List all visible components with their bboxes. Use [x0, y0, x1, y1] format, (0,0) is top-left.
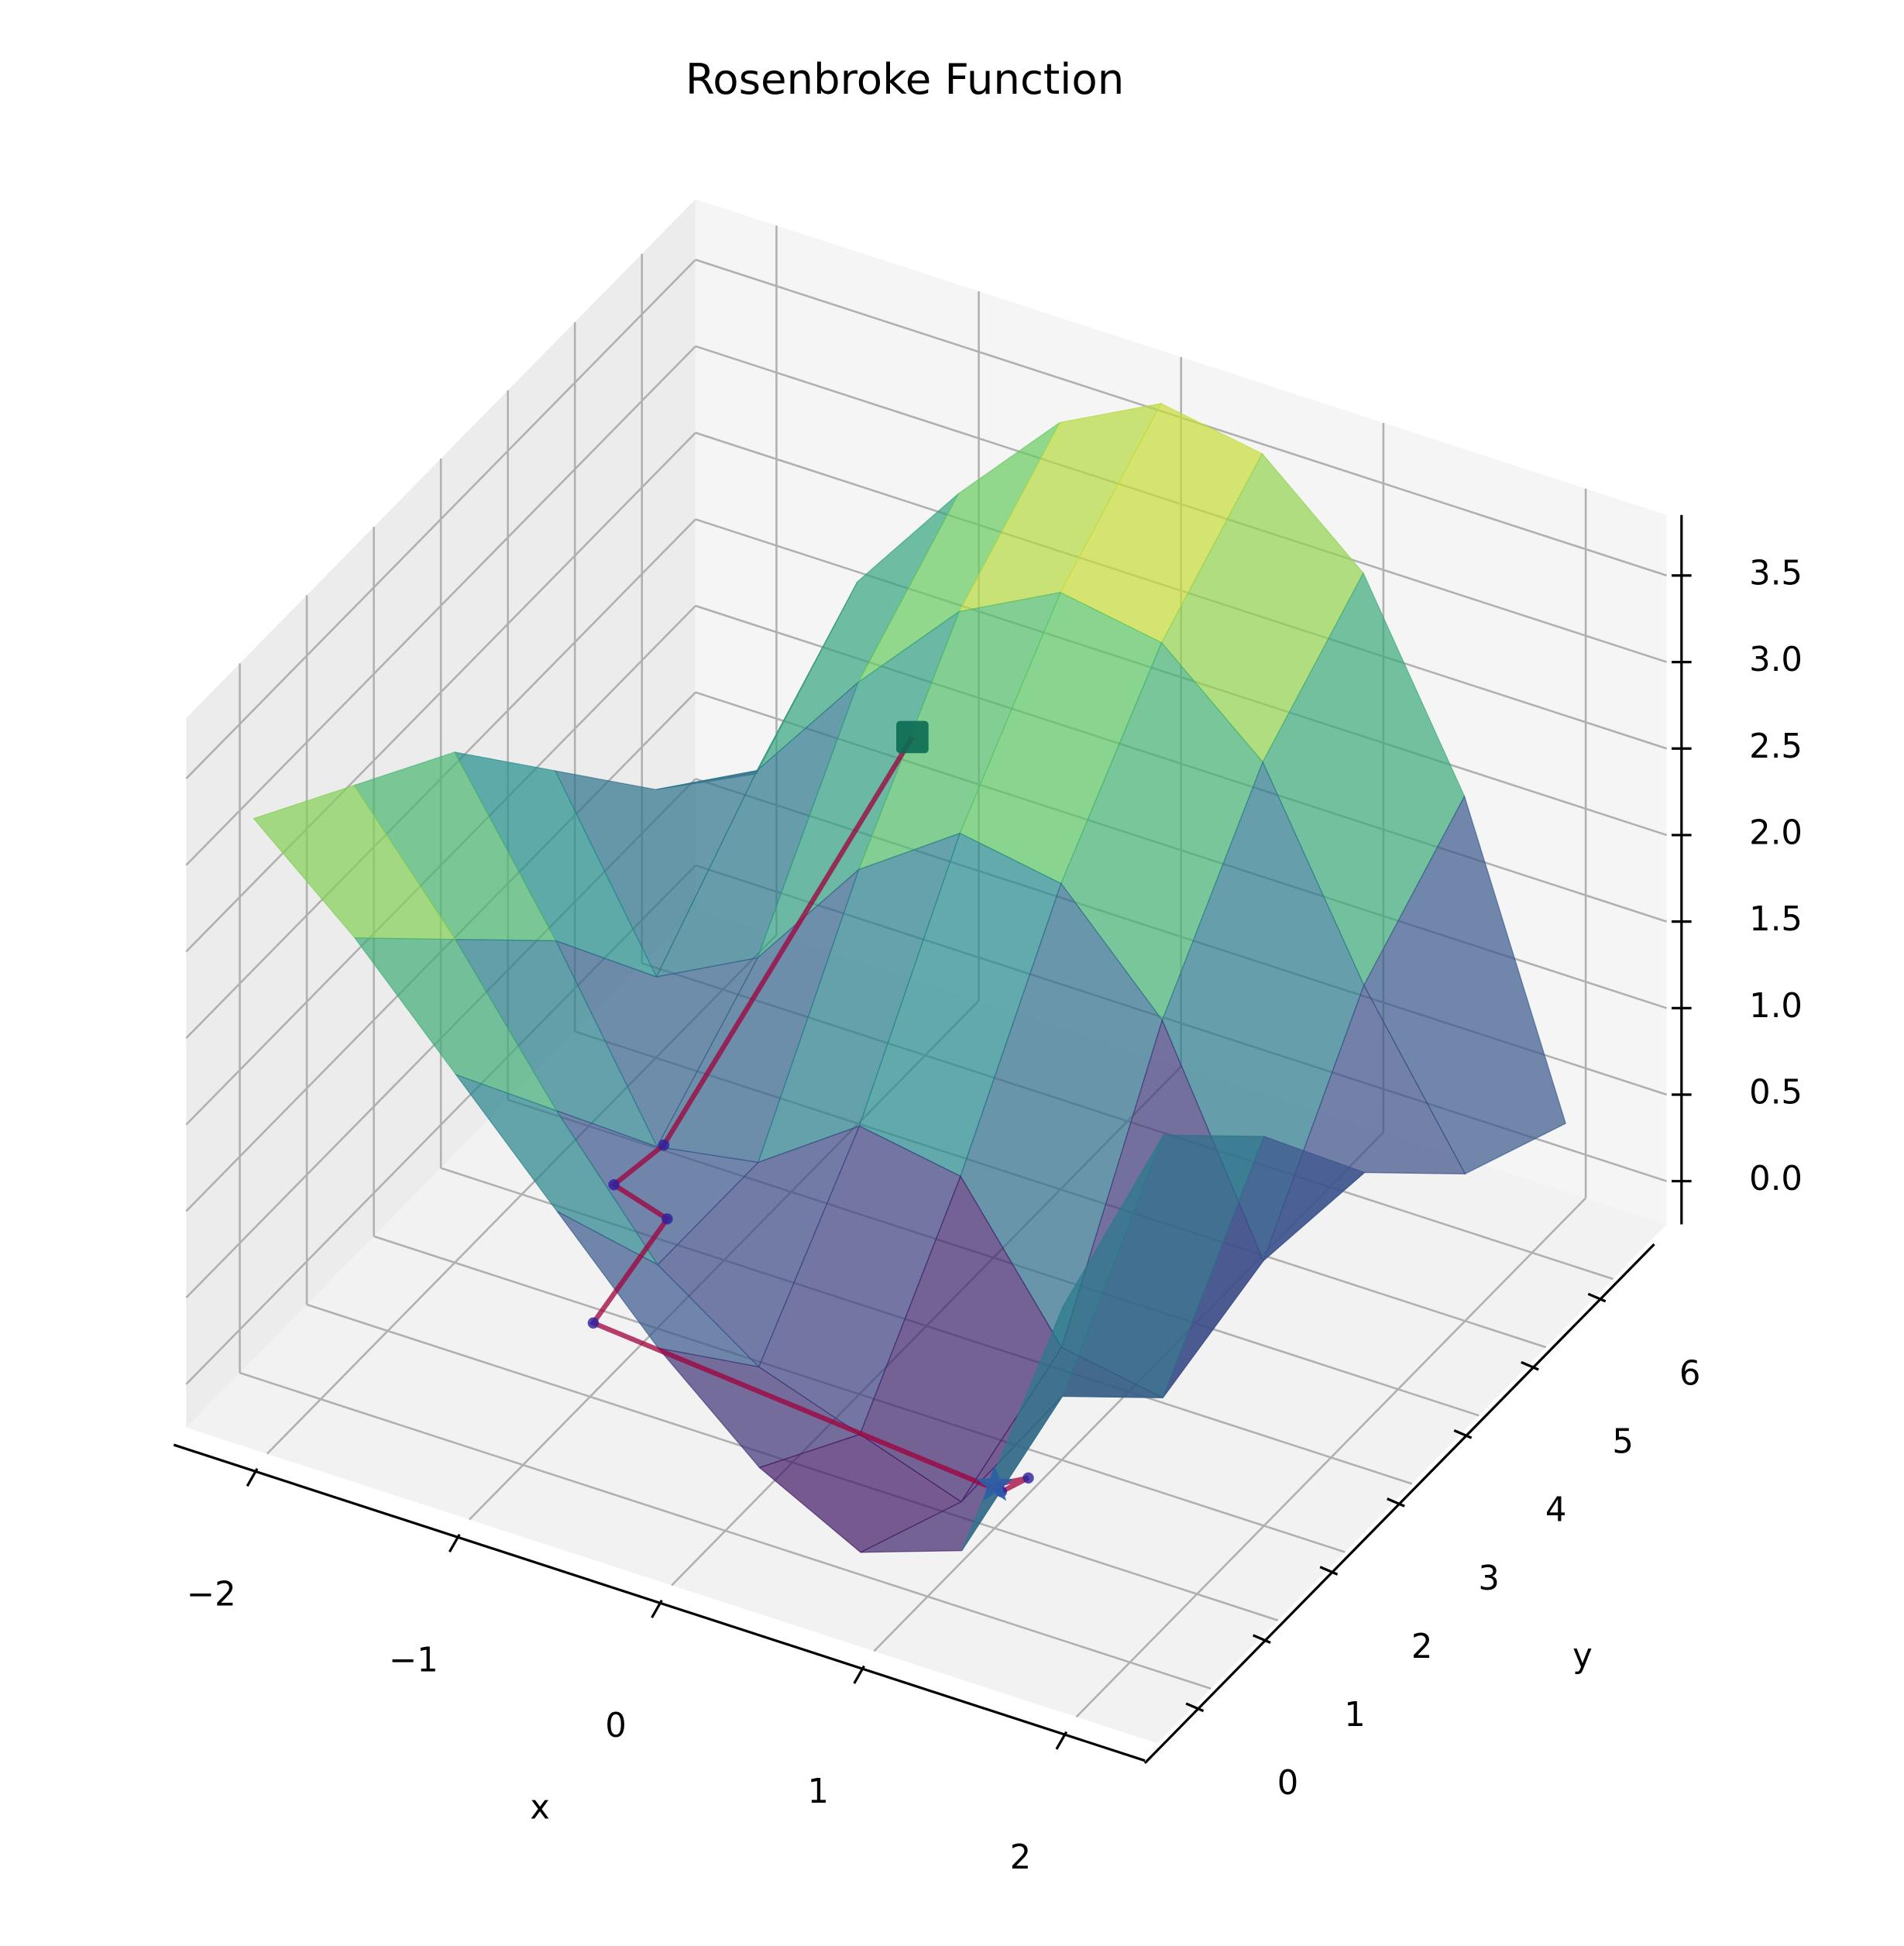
- z-tick-label: 0.5: [1749, 1073, 1803, 1112]
- y-tick-label: 5: [1612, 1423, 1634, 1462]
- chart-title: Rosenbroke Function: [686, 54, 1124, 104]
- surface-patch: [961, 1134, 1164, 1551]
- y-axis: [1143, 1243, 1655, 1765]
- z-tick-label: 2.0: [1749, 813, 1803, 852]
- x-tick-label: −1: [389, 1641, 438, 1680]
- y-tick: [1521, 1360, 1539, 1371]
- grid-line: [185, 259, 696, 779]
- grid-line: [185, 431, 696, 953]
- y-tick: [1453, 1429, 1473, 1439]
- x-axis-label: x: [530, 1789, 550, 1827]
- path-point: [1022, 1472, 1034, 1484]
- path-point: [658, 1139, 670, 1151]
- path-point: [587, 1317, 600, 1329]
- y-tick: [1253, 1634, 1271, 1644]
- x-tick-label: −2: [187, 1575, 236, 1614]
- z-tick-label: 1.0: [1749, 987, 1803, 1026]
- start-marker: [896, 720, 929, 754]
- path-point: [662, 1213, 673, 1225]
- x-tick-label: 1: [807, 1772, 829, 1811]
- y-axis-label: y: [1572, 1637, 1593, 1676]
- y-tick: [1587, 1292, 1607, 1303]
- z-tick-label: 1.5: [1749, 900, 1803, 939]
- y-tick-label: 6: [1679, 1354, 1701, 1393]
- y-tick: [1185, 1702, 1205, 1713]
- y-tick-label: 0: [1277, 1764, 1299, 1803]
- grid-line: [239, 1371, 1211, 1690]
- y-tick-label: 2: [1411, 1628, 1433, 1666]
- plot: Rosenbroke Function x y −2 −1 0 1 2 0 1 2 3 4 5 6 0.…: [173, 54, 1803, 1877]
- y-tick-label: 4: [1545, 1491, 1567, 1530]
- y-tick: [1319, 1566, 1339, 1576]
- z-tick-label: 0.0: [1749, 1160, 1803, 1198]
- z-tick-label: 2.5: [1749, 727, 1803, 766]
- z-tick-label: 3.0: [1749, 641, 1803, 679]
- end-marker: [975, 1465, 1014, 1501]
- z-tick-label: 3.5: [1749, 554, 1803, 593]
- y-tick: [1387, 1497, 1405, 1508]
- x-tick-label: 2: [1010, 1838, 1032, 1877]
- x-tick-label: 0: [605, 1707, 627, 1745]
- path-point: [608, 1179, 620, 1191]
- y-tick-label: 1: [1344, 1696, 1366, 1735]
- x-axis: [173, 1443, 1146, 1762]
- grid-line: [185, 346, 696, 866]
- y-tick-label: 3: [1478, 1559, 1500, 1598]
